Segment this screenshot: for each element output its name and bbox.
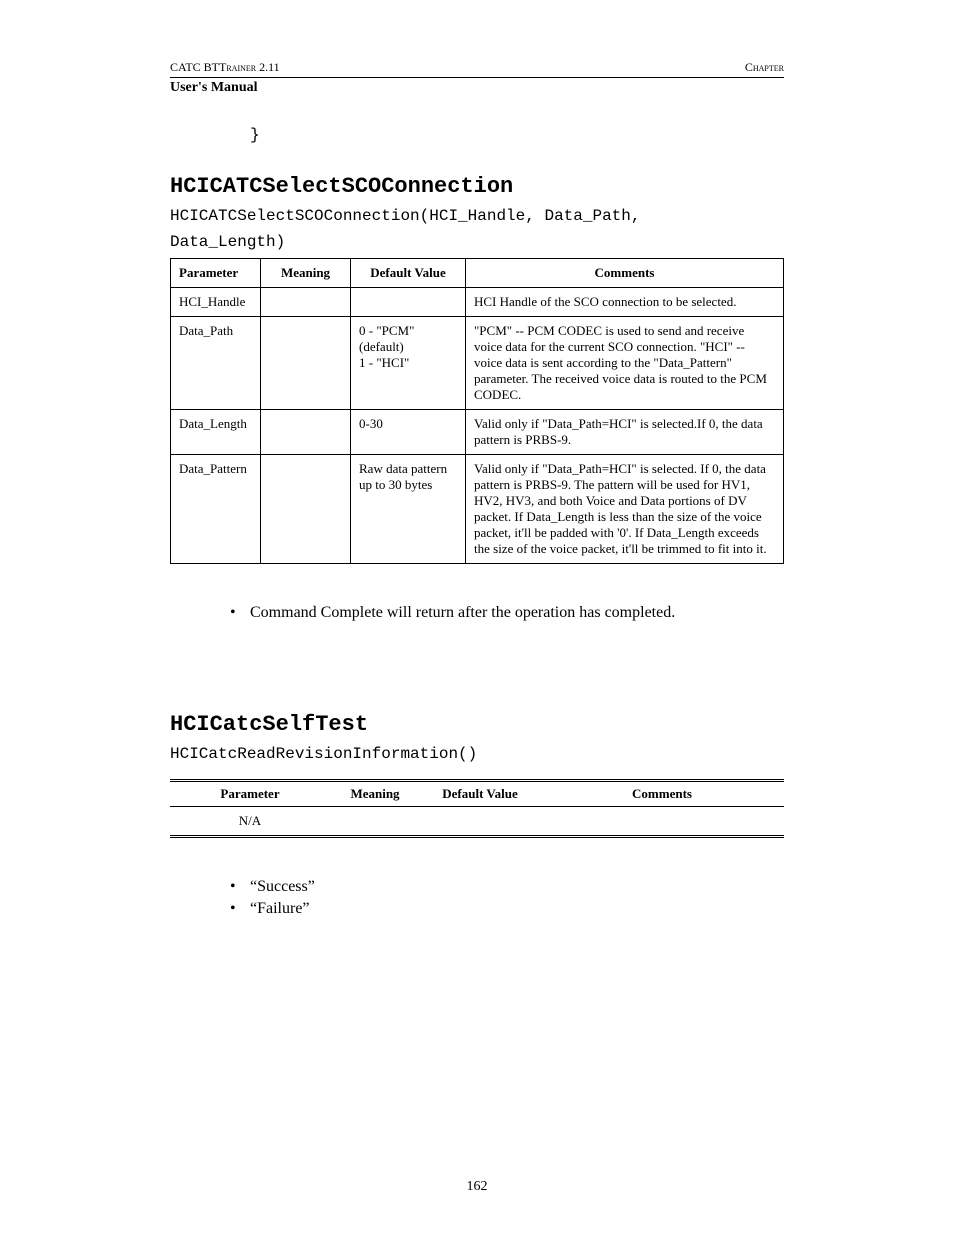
parameter-table-2: Parameter Meaning Default Value Comments…	[170, 779, 784, 838]
header-left-version: 2.11	[256, 60, 280, 74]
col-header-comments: Comments	[466, 258, 784, 287]
table-row: N/A	[170, 807, 784, 835]
cell-comments	[540, 807, 784, 835]
col-header-default: Default Value	[420, 782, 540, 806]
section-title-select-sco: HCICATCSelectSCOConnection	[170, 174, 784, 199]
bullet-icon: •	[230, 900, 250, 918]
cell-comments: Valid only if "Data_Path=HCI" is selecte…	[466, 409, 784, 454]
cell-meaning	[330, 807, 420, 835]
cell-comments: Valid only if "Data_Path=HCI" is selecte…	[466, 454, 784, 563]
closing-brace: }	[250, 126, 784, 144]
running-header: CATC BTTrainer 2.11 Chapter	[170, 60, 784, 78]
signature-line-1: HCICATCSelectSCOConnection(HCI_Handle, D…	[170, 205, 784, 227]
page: CATC BTTrainer 2.11 Chapter User's Manua…	[0, 0, 954, 1235]
cell-parameter: Data_Length	[171, 409, 261, 454]
col-header-parameter: Parameter	[170, 782, 330, 806]
cell-meaning	[261, 316, 351, 409]
table-header-row: Parameter Meaning Default Value Comments	[170, 782, 784, 806]
header-subtitle: User's Manual	[170, 80, 784, 96]
list-item: • “Success”	[230, 878, 784, 896]
cell-default: 0 - "PCM" (default) 1 - "HCI"	[351, 316, 466, 409]
table-row: Data_Length 0-30 Valid only if "Data_Pat…	[171, 409, 784, 454]
return-events-block-2: • “Success” • “Failure”	[230, 878, 784, 918]
col-header-meaning: Meaning	[330, 782, 420, 806]
cell-default	[351, 287, 466, 316]
cell-default	[420, 807, 540, 835]
return-events-block-1: • Command Complete will return after the…	[230, 604, 784, 622]
cell-parameter: N/A	[170, 807, 330, 835]
col-header-comments: Comments	[540, 782, 784, 806]
bullet-icon: •	[230, 604, 250, 622]
cell-comments: "PCM" -- PCM CODEC is used to send and r…	[466, 316, 784, 409]
cell-meaning	[261, 454, 351, 563]
cell-parameter: Data_Path	[171, 316, 261, 409]
header-left-product: Trainer	[219, 60, 256, 74]
signature-self-test: HCICatcReadRevisionInformation()	[170, 743, 784, 765]
bullet-text: “Failure”	[250, 900, 310, 918]
list-item: • Command Complete will return after the…	[230, 604, 784, 622]
header-right: Chapter	[745, 60, 784, 75]
col-header-default: Default Value	[351, 258, 466, 287]
bullet-icon: •	[230, 878, 250, 896]
table-row: Data_Pattern Raw data pattern up to 30 b…	[171, 454, 784, 563]
cell-comments: HCI Handle of the SCO connection to be s…	[466, 287, 784, 316]
col-header-parameter: Parameter	[171, 258, 261, 287]
cell-meaning	[261, 409, 351, 454]
section-title-self-test: HCICatcSelfTest	[170, 712, 784, 737]
cell-parameter: Data_Pattern	[171, 454, 261, 563]
table-row: HCI_Handle HCI Handle of the SCO connect…	[171, 287, 784, 316]
list-item: • “Failure”	[230, 900, 784, 918]
parameter-table-1: Parameter Meaning Default Value Comments…	[170, 258, 784, 564]
cell-default: 0-30	[351, 409, 466, 454]
table-row: Data_Path 0 - "PCM" (default) 1 - "HCI" …	[171, 316, 784, 409]
cell-parameter: HCI_Handle	[171, 287, 261, 316]
signature-line-2: Data_Length)	[170, 231, 784, 253]
cell-default: Raw data pattern up to 30 bytes	[351, 454, 466, 563]
bullet-text: Command Complete will return after the o…	[250, 604, 675, 622]
section-self-test: HCICatcSelfTest HCICatcReadRevisionInfor…	[170, 712, 784, 918]
col-header-meaning: Meaning	[261, 258, 351, 287]
page-number: 162	[0, 1179, 954, 1195]
cell-meaning	[261, 287, 351, 316]
header-left: CATC BTTrainer 2.11	[170, 60, 280, 75]
table-header-row: Parameter Meaning Default Value Comments	[171, 258, 784, 287]
rule-row	[170, 835, 784, 838]
header-left-prefix: CATC BT	[170, 60, 219, 74]
bullet-text: “Success”	[250, 878, 315, 896]
